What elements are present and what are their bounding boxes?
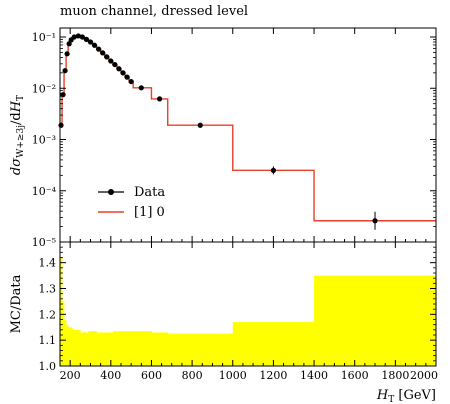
data-point-marker: [83, 36, 90, 42]
ratio-band: [232, 322, 315, 366]
data-point-marker: [71, 34, 77, 40]
ratio-band: [60, 257, 63, 366]
data-point-marker: [120, 70, 126, 76]
ratio-xtick-label: 1600: [341, 369, 369, 382]
ratio-xtick-label: 200: [60, 369, 81, 382]
main-ytick-label: 10⁻⁴: [32, 185, 57, 198]
data-point: [112, 61, 118, 68]
ratio-band: [151, 332, 169, 366]
data-point-marker: [372, 218, 378, 224]
data-point-marker: [156, 96, 163, 102]
main-plot-frame: [59, 27, 437, 243]
ratio-band: [314, 275, 437, 366]
data-point: [62, 68, 68, 74]
data-point: [100, 50, 106, 56]
data-point: [66, 41, 72, 47]
ratio-band: [66, 324, 69, 366]
ratio-ytick-label: 1.0: [39, 360, 57, 373]
ratio-ytick-label: 1.3: [39, 283, 57, 296]
data-point-marker: [62, 68, 68, 74]
data-point: [372, 211, 378, 230]
ratio-band: [96, 332, 114, 366]
data-point-marker: [112, 61, 118, 68]
data-point: [197, 122, 203, 128]
legend-label-data: Data: [134, 185, 165, 200]
ratio-band: [88, 331, 97, 366]
ratio-plot: 200 400 600 800 1000 1200 1400 1600 1800 2000 1.0…: [39, 241, 438, 382]
data-point: [87, 39, 94, 45]
ratio-band: [64, 319, 67, 366]
data-point-marker: [270, 167, 277, 173]
ratio-ytick-label: 1.4: [39, 257, 57, 270]
main-plot: 10⁻¹ 10⁻² 10⁻³ 10⁻⁴ 10⁻⁵: [32, 27, 437, 249]
data-point: [64, 51, 70, 57]
data-point-marker: [75, 33, 81, 39]
legend-label-mc: [1] 0: [134, 205, 165, 220]
ratio-xtick-label: 1200: [259, 369, 287, 382]
ratio-xtick-label: 1000: [219, 369, 247, 382]
ratio-xtick-label: 1400: [300, 369, 328, 382]
data-point-marker: [96, 46, 102, 52]
y-axis-label-main: dσW+≥3j/dHT: [9, 95, 26, 175]
data-point-marker: [58, 122, 64, 128]
data-point: [156, 96, 163, 102]
data-point-marker: [91, 42, 98, 48]
main-ytick-label: 10⁻³: [32, 134, 56, 147]
ratio-band: [68, 327, 73, 366]
data-point: [75, 33, 81, 39]
ratio-band: [80, 332, 89, 366]
data-point-marker: [87, 39, 94, 45]
chart-title: muon channel, dressed level: [60, 4, 248, 19]
ratio-band: [167, 333, 234, 366]
data-point: [83, 36, 90, 42]
data-point-marker: [108, 58, 114, 64]
data-point: [71, 34, 77, 40]
data-point: [116, 66, 122, 72]
data-point: [124, 74, 130, 80]
ratio-band: [62, 301, 65, 366]
data-point: [96, 46, 102, 52]
data-point: [79, 34, 85, 40]
data-point-marker: [79, 34, 85, 40]
data-point-marker: [104, 54, 110, 60]
main-ytick-label: 10⁻⁵: [32, 236, 56, 249]
data-point-marker: [197, 122, 203, 128]
ratio-ytick-label: 1.2: [39, 308, 57, 321]
data-point-marker: [128, 78, 134, 85]
data-point-marker: [100, 50, 106, 56]
data-point-marker: [116, 66, 122, 72]
y-axis-label-ratio: MC/Data: [9, 274, 24, 333]
data-point: [108, 58, 114, 64]
ratio-xtick-label: 2000: [410, 369, 438, 382]
data-point: [120, 70, 126, 76]
data-point-marker: [64, 51, 70, 57]
data-point: [270, 166, 277, 175]
data-point-marker: [66, 41, 72, 47]
data-point: [138, 85, 144, 91]
data-point-marker: [124, 74, 130, 80]
ratio-band: [72, 329, 81, 366]
legend: Data [1] 0: [98, 185, 165, 220]
main-ytick-label: 10⁻¹: [32, 31, 56, 44]
ratio-band: [112, 331, 134, 366]
ratio-ytick-label: 1.1: [39, 334, 57, 347]
x-axis-label: HT [GeV]: [376, 388, 436, 404]
data-point: [58, 122, 64, 128]
ratio-xtick-label: 400: [100, 369, 121, 382]
data-point: [91, 42, 98, 48]
data-point: [128, 78, 134, 85]
main-ytick-label: 10⁻²: [32, 82, 56, 95]
ratio-band: [133, 331, 152, 366]
ratio-xtick-label: 600: [141, 369, 162, 382]
ratio-xtick-label: 800: [182, 369, 203, 382]
data-point: [104, 54, 110, 60]
ratio-xtick-label: 1800: [381, 369, 409, 382]
data-point-marker: [138, 85, 144, 91]
legend-data-marker: [108, 189, 114, 195]
